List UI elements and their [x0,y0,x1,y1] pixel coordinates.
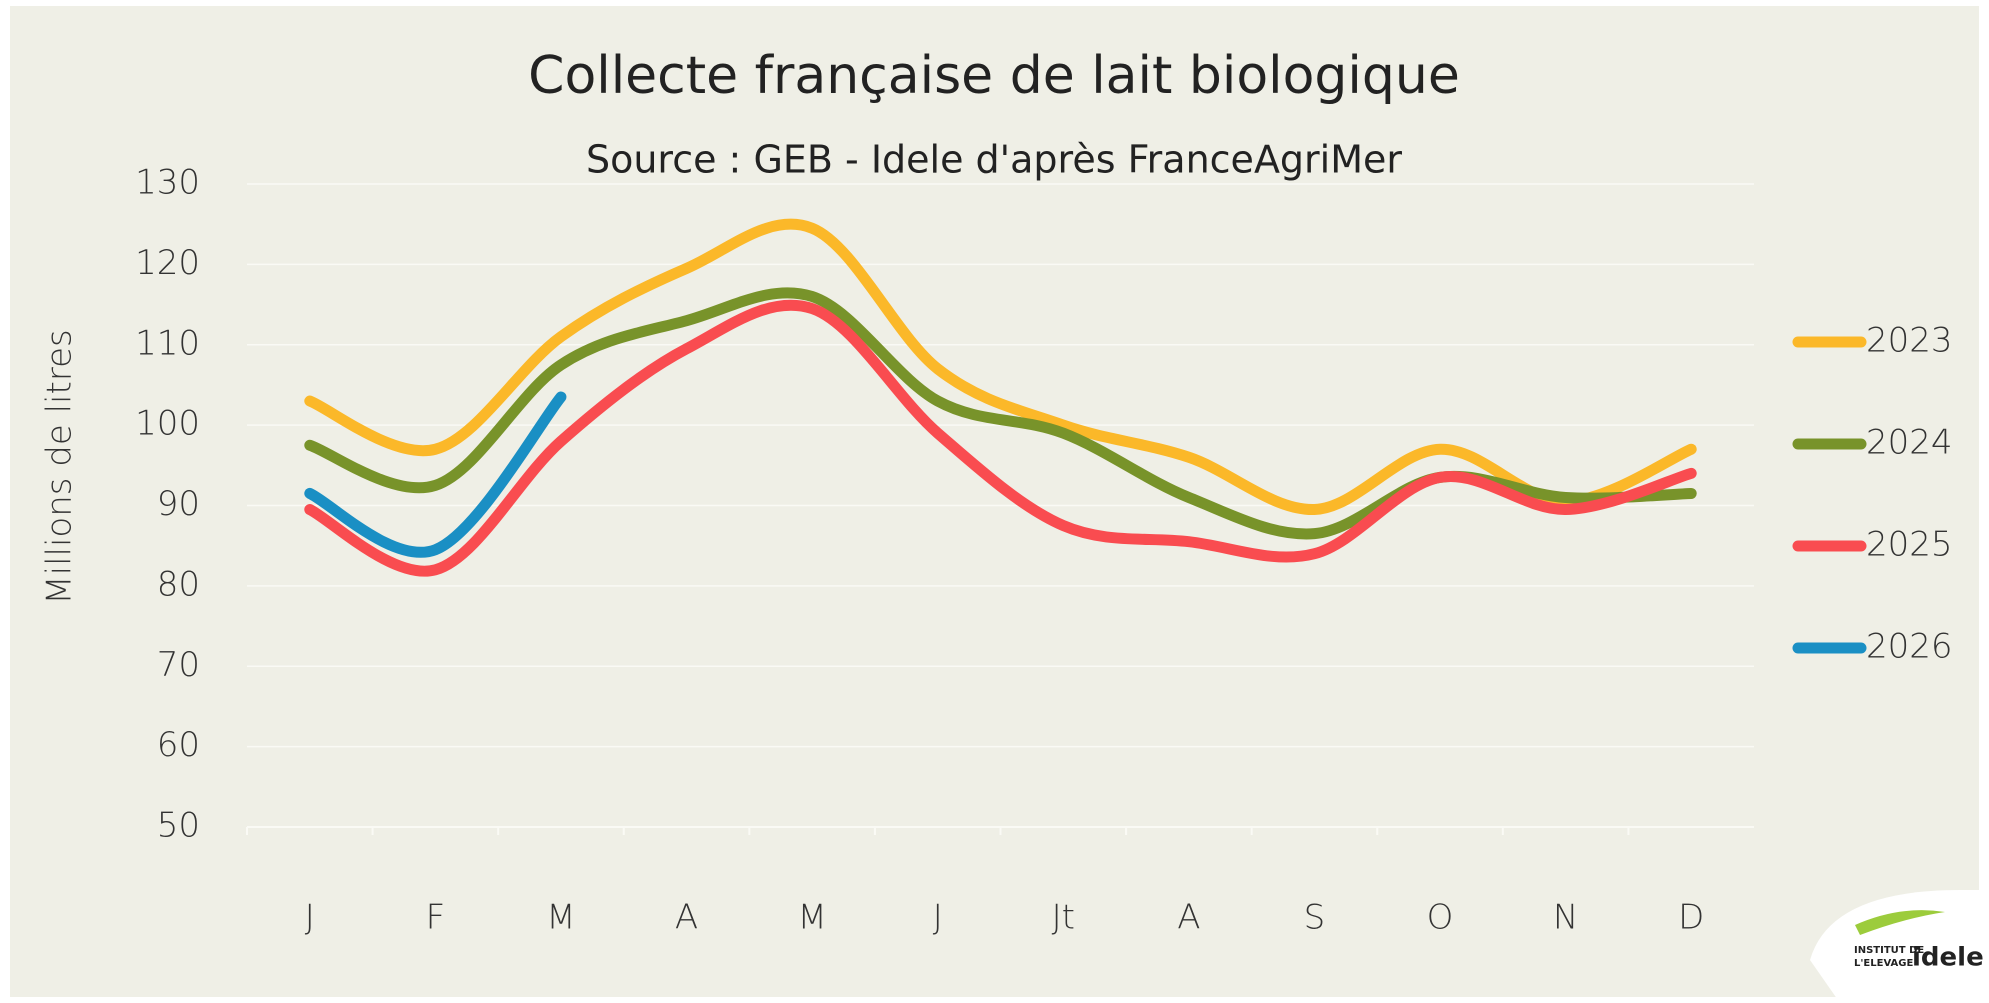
x-tick-label: M [797,898,826,938]
x-tick-label: A [1177,898,1200,938]
x-tick-label: A [675,898,698,938]
y-tick-label: 120 [135,243,200,283]
logo-line2: L'ELEVAGE [1854,958,1913,969]
x-tick-label: D [1678,898,1704,938]
logo: INSTITUT DE L'ELEVAGE idele [1810,890,1984,1003]
legend-label: 2026 [1866,627,1953,667]
chart-subtitle: Source : GEB - Idele d'après FranceAgriM… [586,138,1402,182]
x-tick-label: M [546,898,575,938]
x-tick-label: N [1553,898,1578,938]
y-tick-label: 70 [157,645,200,685]
logo-swoosh [1855,910,1945,935]
x-tick-label: J [933,898,943,938]
chart-title: Collecte française de lait biologique [528,46,1460,106]
background [10,6,1979,997]
legend-label: 2023 [1866,321,1953,361]
series-line [304,218,1697,516]
x-tick-label: Jt [1052,898,1075,938]
x-tick-label: O [1427,898,1454,938]
legend-label: 2025 [1866,525,1953,565]
x-tick-label: J [305,898,315,938]
logo-badge [1810,890,1979,1003]
y-tick-label: 110 [135,323,200,363]
series-line [304,299,1697,577]
logo-brand: idele [1912,943,1984,973]
series-line [304,391,567,558]
y-tick-label: 50 [157,806,200,846]
y-tick-label: 90 [157,484,200,524]
y-tick-label: 100 [135,404,200,444]
legend-label: 2024 [1866,423,1953,463]
y-tick-label: 60 [157,725,200,765]
logo-line1: INSTITUT DE [1854,945,1924,956]
y-axis-label: Millions de litres [40,329,80,604]
y-tick-label: 80 [157,564,200,604]
x-tick-label: S [1304,898,1326,938]
y-tick-label: 130 [135,163,200,203]
x-tick-label: F [426,898,446,938]
